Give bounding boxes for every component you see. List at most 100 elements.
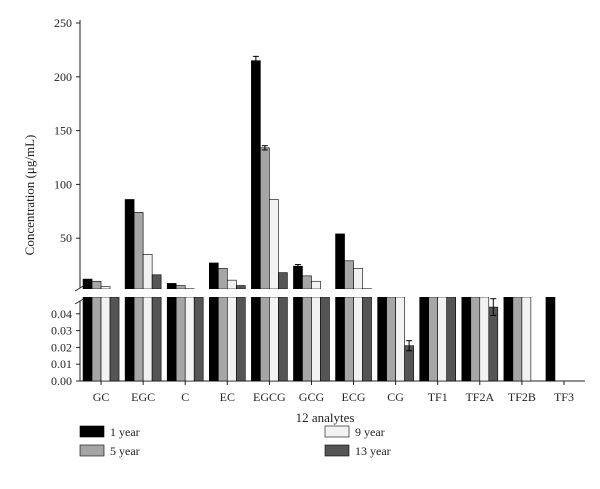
bar: [208, 262, 219, 290]
bar: [269, 296, 279, 382]
bar: [91, 296, 102, 382]
bar: [208, 296, 219, 382]
bar: [251, 296, 261, 382]
tick-labels: 50 100 150 200 250 0.00 0.01 0.02 0.03 0.04 GC EGC C…: [51, 16, 574, 404]
bar: [503, 296, 514, 382]
bar: [461, 296, 472, 382]
upper-y-tick-label: 150: [54, 124, 72, 138]
x-tick-label: EGCG: [253, 390, 286, 404]
bar: [293, 296, 303, 382]
bar: [124, 296, 135, 382]
bar: [251, 60, 261, 290]
bar: [353, 296, 363, 382]
bar: [293, 265, 303, 290]
bar: [260, 296, 270, 382]
legend-label: 5 year: [110, 444, 140, 458]
x-tick-label: GC: [93, 390, 110, 404]
bar: [311, 280, 321, 290]
bar: [521, 296, 532, 382]
bar: [377, 296, 387, 382]
bar: [193, 296, 204, 382]
bar: [91, 280, 102, 290]
lower-y-tick-label: 0.02: [51, 340, 72, 354]
bar: [302, 296, 312, 382]
bar: [437, 296, 448, 382]
bar: [142, 254, 153, 290]
bar: [100, 286, 111, 290]
bar: [217, 296, 228, 382]
bar: [235, 285, 246, 290]
bar: [311, 296, 321, 382]
bar: [419, 296, 430, 382]
bar: [395, 296, 405, 382]
bar: [175, 285, 186, 290]
bar: [278, 296, 288, 382]
bar: [184, 296, 195, 382]
bar: [100, 296, 111, 382]
legend-swatch: [324, 444, 350, 457]
bar: [545, 296, 556, 382]
bar: [175, 296, 186, 382]
bar: [133, 212, 144, 290]
x-tick-label: ECG: [342, 390, 366, 404]
bar: [470, 296, 481, 382]
x-tick-label: CG: [387, 390, 404, 404]
lower-y-tick-label: 0.00: [51, 374, 72, 388]
bar: [82, 278, 93, 290]
bar: [109, 296, 120, 382]
bar: [226, 279, 237, 290]
legend-swatch: [324, 425, 350, 438]
x-tick-label: TF3: [554, 390, 574, 404]
x-tick-label: EC: [220, 390, 235, 404]
x-tick-label: TF1: [428, 390, 448, 404]
bar: [353, 268, 363, 290]
bar: [151, 274, 162, 290]
bar: [269, 199, 279, 290]
axis-break-gap: [81, 289, 586, 297]
bar: [166, 283, 177, 290]
bar: [428, 296, 439, 382]
legend: 1 year 5 year 9 year 13 year: [79, 425, 391, 458]
legend-swatch: [79, 425, 105, 438]
bar: [488, 306, 499, 382]
x-tick-label: C: [181, 390, 189, 404]
bar: [344, 260, 354, 290]
legend-label: 13 year: [355, 444, 391, 458]
x-tick-label: TF2A: [465, 390, 494, 404]
legend-swatch: [79, 444, 105, 457]
bar: [235, 296, 246, 382]
bar: [479, 296, 490, 382]
legend-label: 9 year: [355, 425, 385, 439]
upper-y-tick-label: 200: [54, 70, 72, 84]
bar: [446, 296, 457, 382]
x-tick-label: GCG: [299, 390, 325, 404]
y-axis-label: Concentration (μg/mL): [22, 135, 37, 256]
lower-y-tick-label: 0.04: [51, 307, 72, 321]
bar: [260, 147, 270, 290]
upper-y-tick-label: 100: [54, 177, 72, 191]
bar: [320, 296, 330, 382]
bar: [344, 296, 354, 382]
bar: [82, 296, 93, 382]
bar: [512, 296, 523, 382]
bar: [386, 296, 396, 382]
bar: [302, 275, 312, 290]
x-axis-label: 12 analytes: [296, 410, 355, 425]
bar: [217, 268, 228, 290]
bar: [142, 296, 153, 382]
upper-y-tick-label: 250: [54, 16, 72, 30]
x-tick-label: TF2B: [508, 390, 536, 404]
bars: [81, 55, 586, 382]
x-tick-label: EGC: [131, 390, 155, 404]
bar: [124, 199, 135, 290]
bar: [133, 296, 144, 382]
lower-y-tick-label: 0.03: [51, 324, 72, 338]
bar: [335, 296, 345, 382]
bar: [278, 272, 288, 290]
bar: [226, 296, 237, 382]
bar: [151, 296, 162, 382]
upper-y-tick-label: 50: [60, 231, 72, 245]
axes: [74, 20, 585, 385]
bar: [335, 233, 345, 290]
